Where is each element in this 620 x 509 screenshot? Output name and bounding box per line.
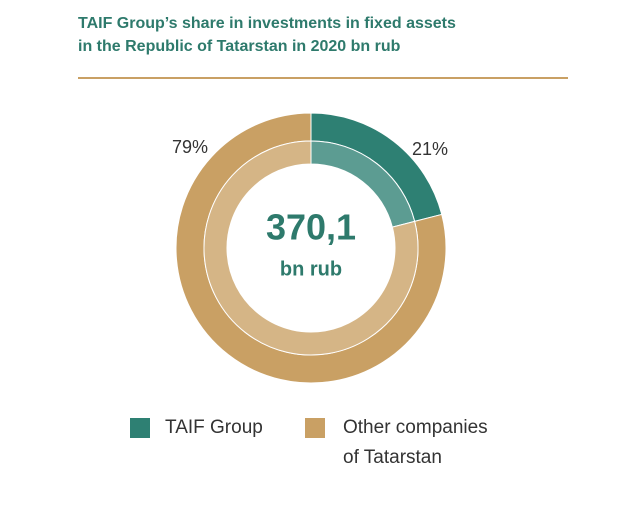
chart-title: TAIF Group’s share in investments in fix… [78, 15, 456, 32]
value-label: 79% [172, 137, 208, 157]
center-label: 370,1 [266, 207, 356, 248]
chart-title: in the Republic of Tatarstan in 2020 bn … [78, 38, 401, 55]
legend-swatch [130, 418, 150, 438]
value-label: 21% [412, 139, 448, 159]
legend-swatch [305, 418, 325, 438]
slice-inner [203, 140, 419, 356]
center-unit: bn rub [280, 258, 342, 280]
legend-label: Other companies of Tatarstan [343, 417, 488, 468]
legend-label: TAIF Group [165, 417, 263, 438]
